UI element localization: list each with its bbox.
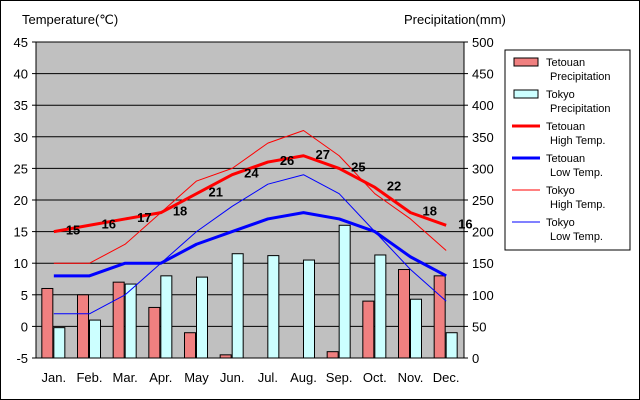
legend-label: High Temp.	[550, 199, 605, 211]
right-tick-label: 150	[472, 256, 494, 271]
legend-label: Tokyo	[546, 217, 575, 229]
legend-label: Tetouan	[546, 57, 585, 69]
data-label: 15	[66, 223, 80, 238]
legend-box	[504, 49, 631, 251]
x-tick-label: Dec.	[433, 370, 460, 385]
legend-label: Precipitation	[550, 103, 611, 115]
left-tick-label: 30	[14, 130, 28, 145]
data-label: 22	[387, 178, 401, 193]
legend-swatch	[513, 89, 539, 99]
right-tick-label: 250	[472, 193, 494, 208]
bar-tetouan-precip	[326, 351, 339, 359]
right-tick-label: 450	[472, 67, 494, 82]
x-tick-label: May	[184, 370, 209, 385]
left-tick-label: 0	[21, 319, 28, 334]
x-tick-label: Jun.	[220, 370, 245, 385]
data-label: 18	[173, 204, 187, 219]
bar-tetouan-precip	[433, 275, 446, 359]
x-axis: Jan. Feb. Mar. Apr. May Jun. Jul. Aug. Sep. Oct. N…	[42, 370, 460, 385]
left-tick-label: 10	[14, 256, 28, 271]
bar-tokyo-precip	[267, 255, 280, 359]
left-tick-label: 45	[14, 35, 28, 50]
right-tick-label: 350	[472, 130, 494, 145]
bar-tokyo-precip	[303, 259, 315, 359]
legend-label: Precipitation	[550, 71, 611, 83]
x-tick-label: Apr.	[149, 370, 172, 385]
right-tick-label: 0	[472, 351, 479, 366]
left-axis: 45 40 35 30 25 20 15 10 5 0 -5	[14, 35, 36, 366]
line-layer	[53, 129, 447, 315]
data-label: 21	[209, 185, 223, 200]
bar-layer	[41, 224, 458, 359]
line-tokyo-low	[53, 174, 447, 315]
bar-tokyo-precip	[53, 327, 66, 359]
line-tokyo-high	[53, 129, 447, 264]
data-label: 25	[351, 159, 365, 174]
bar-tokyo-precip	[196, 276, 208, 359]
x-tick-label: Aug.	[290, 370, 317, 385]
bar-tetouan-precip	[77, 294, 89, 359]
bar-tokyo-precip	[124, 283, 137, 359]
bar-tokyo-precip	[160, 275, 173, 359]
data-label: 27	[316, 147, 330, 162]
left-tick-label: 5	[21, 288, 28, 303]
x-tick-label: Oct.	[363, 370, 387, 385]
bar-tetouan-precip	[362, 300, 375, 359]
legend-label: Low Temp.	[550, 231, 603, 243]
legend-label: High Temp.	[550, 135, 605, 147]
data-label: 17	[137, 210, 151, 225]
x-tick-label: Mar.	[113, 370, 138, 385]
left-tick-label: 35	[14, 98, 28, 113]
bar-tokyo-precip	[89, 319, 101, 359]
left-tick-label: -5	[16, 351, 28, 366]
right-tick-label: 50	[472, 319, 486, 334]
left-tick-label: 40	[14, 67, 28, 82]
bar-tokyo-precip	[410, 298, 422, 359]
line-tetouan-low	[53, 211, 447, 278]
x-tick-label: Nov.	[398, 370, 424, 385]
legend-label: Tokyo	[546, 89, 575, 101]
bar-tetouan-precip	[148, 306, 161, 359]
bar-tokyo-precip	[374, 254, 387, 359]
data-label: 26	[280, 153, 294, 168]
bar-tokyo-precip	[231, 253, 244, 359]
x-tick-label: Jan.	[42, 370, 67, 385]
legend-label: Tetouan	[546, 121, 585, 133]
bar-tokyo-precip	[445, 332, 458, 359]
bar-tetouan-precip	[41, 287, 54, 359]
right-tick-label: 500	[472, 35, 494, 50]
data-label: 16	[102, 216, 116, 231]
data-label: 24	[244, 166, 259, 181]
left-axis-title: Temperature(℃)	[22, 12, 118, 27]
x-tick-label: Sep.	[326, 370, 353, 385]
bar-tetouan-precip	[398, 269, 410, 359]
legend-label: Tetouan	[546, 153, 585, 165]
x-tick-label: Feb.	[76, 370, 102, 385]
legend-label: Low Temp.	[550, 167, 603, 179]
right-axis-title: Precipitation(mm)	[404, 12, 506, 27]
right-tick-label: 300	[472, 161, 494, 176]
data-label-layer: 15 16 17 18 21 24 26 27 25 22 18 16	[66, 147, 473, 238]
data-label: 16	[458, 216, 472, 231]
left-tick-label: 15	[14, 225, 28, 240]
bar-tetouan-precip	[112, 281, 125, 359]
right-tick-label: 100	[472, 288, 494, 303]
data-label: 18	[423, 204, 437, 219]
bar-tetouan-precip	[184, 332, 196, 359]
right-tick-label: 400	[472, 98, 494, 113]
x-tick-label: Jul.	[258, 370, 278, 385]
left-tick-label: 20	[14, 193, 28, 208]
left-tick-label: 25	[14, 161, 28, 176]
legend-swatch	[513, 57, 539, 67]
legend-label: Tokyo	[546, 185, 575, 197]
legend: Tetouan Precipitation Tokyo Precipitation Te…	[504, 49, 631, 251]
bar-tetouan-precip	[219, 354, 232, 359]
line-tetouan-high	[53, 154, 447, 234]
bar-tokyo-precip	[338, 224, 351, 359]
right-tick-label: 200	[472, 225, 494, 240]
